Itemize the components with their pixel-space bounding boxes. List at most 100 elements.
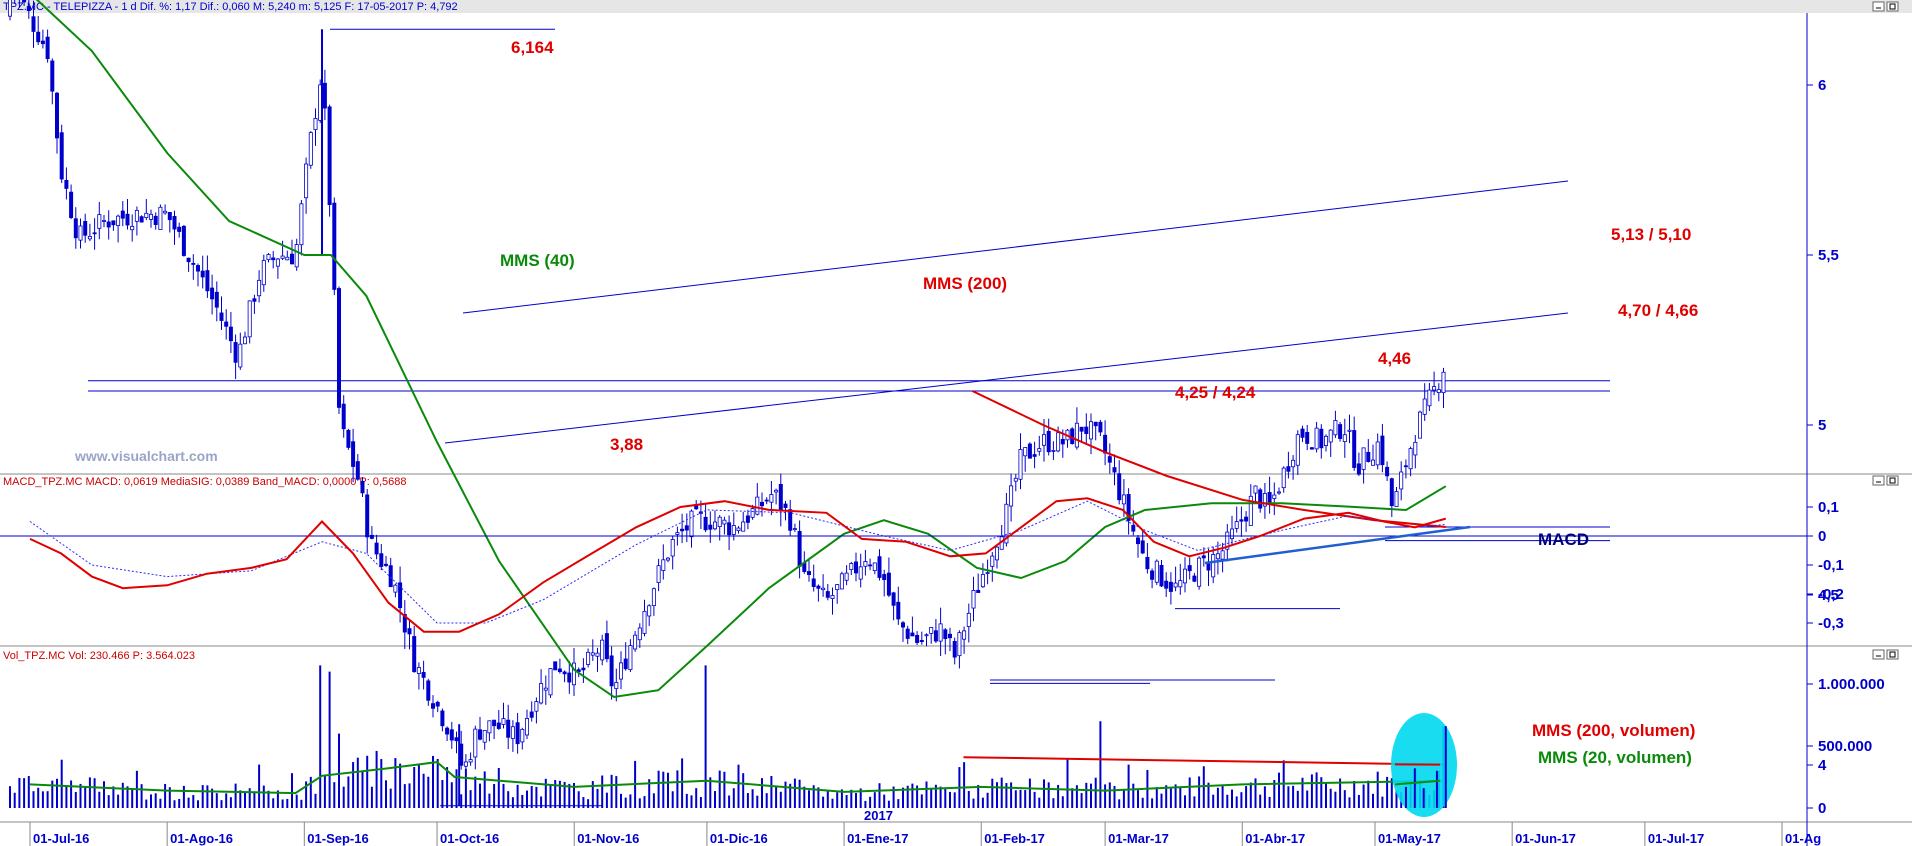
candle — [521, 729, 524, 742]
candle — [916, 635, 919, 642]
candle — [300, 204, 303, 245]
candle — [1433, 387, 1436, 390]
macd-y-tick-label: 0 — [1818, 528, 1826, 545]
candle — [1423, 399, 1426, 414]
macd-y-tick-label: -0,2 — [1818, 586, 1844, 603]
candle — [436, 702, 439, 706]
candle — [469, 760, 472, 762]
candle — [135, 210, 138, 221]
candle — [1061, 439, 1064, 444]
candle — [1315, 428, 1318, 449]
candle — [864, 561, 867, 566]
candle — [1122, 495, 1125, 504]
candle — [1348, 430, 1351, 431]
level-label-470: 4,70 / 4,66 — [1618, 301, 1698, 320]
candle — [911, 633, 914, 636]
candle — [1019, 449, 1022, 479]
mms40-label: MMS (40) — [500, 251, 575, 270]
candle — [1357, 464, 1360, 474]
candle — [60, 133, 63, 179]
candle — [883, 574, 886, 579]
candle — [652, 589, 655, 606]
candle — [681, 529, 684, 531]
candle — [1104, 435, 1107, 453]
level-label-425: 4,25 / 4,24 — [1175, 383, 1256, 402]
x-tick-label: 01-Abr-17 — [1245, 831, 1305, 846]
candle — [84, 221, 87, 235]
candle — [79, 226, 82, 240]
candle — [1240, 520, 1243, 521]
candle — [709, 525, 712, 529]
candle — [229, 327, 232, 341]
candle — [1099, 422, 1102, 432]
candle — [272, 258, 275, 260]
header-macd-text: MACD_TPZ.MC MACD: 0,0619 MediaSIG: 0,038… — [3, 476, 407, 488]
candle — [1353, 430, 1356, 467]
volume-y-tick-label: 0 — [1818, 800, 1826, 817]
x-tick-label: 01-Sep-16 — [307, 831, 368, 846]
candle — [601, 640, 604, 660]
candle — [1277, 492, 1280, 493]
candle — [168, 212, 171, 219]
candle — [511, 727, 514, 739]
candle — [1165, 581, 1168, 588]
candle — [225, 322, 228, 326]
candle — [417, 668, 420, 674]
x-tick-label: 01-Nov-16 — [577, 831, 639, 846]
candle — [624, 659, 627, 669]
candle — [323, 83, 326, 108]
candle — [920, 640, 923, 641]
candle — [333, 203, 336, 289]
candle — [563, 672, 566, 674]
candle — [1418, 412, 1421, 438]
candle — [347, 430, 350, 447]
candle — [1362, 448, 1365, 470]
candle — [422, 672, 425, 677]
candle — [568, 673, 571, 682]
candle — [939, 624, 942, 641]
level-label-6164: 6,164 — [511, 38, 554, 57]
candle — [765, 500, 768, 501]
candle — [986, 573, 989, 574]
candle — [1089, 422, 1092, 439]
candle — [619, 663, 622, 679]
candle — [972, 590, 975, 608]
candle — [464, 762, 467, 766]
candle — [662, 560, 665, 571]
candle — [380, 554, 383, 567]
candle — [953, 641, 956, 657]
candle — [751, 509, 754, 518]
candle — [587, 652, 590, 664]
candle — [41, 41, 44, 44]
candle — [394, 585, 397, 592]
candle — [629, 646, 632, 670]
candle — [1320, 429, 1323, 448]
watermark: www.visualchart.com — [74, 448, 218, 464]
candle — [732, 525, 735, 534]
candle — [591, 653, 594, 655]
candle — [540, 683, 543, 702]
candle — [1245, 517, 1248, 521]
macd-label: MACD — [1538, 530, 1589, 549]
candle — [1254, 486, 1257, 493]
candle — [887, 573, 890, 595]
candle — [474, 729, 477, 757]
candle — [1442, 372, 1445, 392]
candle — [1428, 390, 1431, 406]
candle — [610, 656, 613, 686]
candle — [478, 730, 481, 739]
candle — [361, 481, 364, 493]
candle — [1174, 583, 1177, 587]
candle — [1038, 449, 1041, 452]
candle — [164, 211, 167, 213]
candle — [634, 635, 637, 649]
candle — [1085, 427, 1088, 434]
candle — [1202, 556, 1205, 558]
candle — [963, 631, 966, 639]
candle — [384, 564, 387, 565]
candle — [23, 0, 26, 2]
candle — [981, 574, 984, 586]
candle — [1080, 427, 1083, 431]
candle — [1033, 455, 1036, 457]
candle — [366, 495, 369, 537]
